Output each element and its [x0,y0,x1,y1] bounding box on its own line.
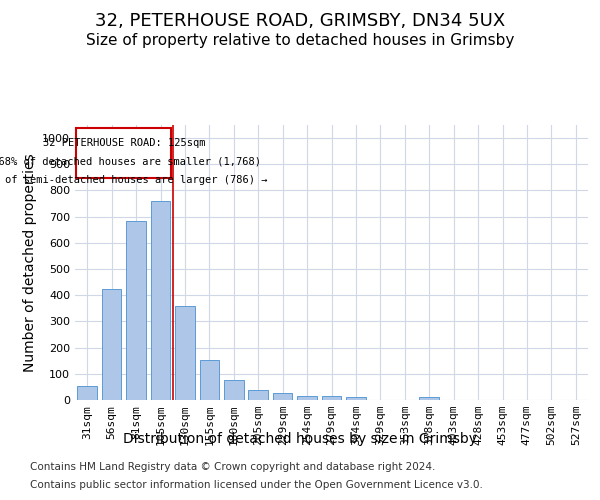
Bar [322,396,341,400]
Bar [175,306,194,400]
Text: 32 PETERHOUSE ROAD: 125sqm: 32 PETERHOUSE ROAD: 125sqm [43,138,205,148]
Text: 30% of semi-detached houses are larger (786) →: 30% of semi-detached houses are larger (… [0,175,268,185]
Text: Contains public sector information licensed under the Open Government Licence v3: Contains public sector information licen… [30,480,483,490]
Bar [76,128,172,178]
Bar [248,390,268,400]
Bar [346,398,366,400]
Bar [419,398,439,400]
Bar [127,220,146,400]
Bar [200,360,219,400]
Bar [224,380,244,400]
Bar [151,201,170,400]
Bar [77,386,97,400]
Text: Size of property relative to detached houses in Grimsby: Size of property relative to detached ho… [86,32,514,48]
Bar [102,289,121,400]
Bar [297,396,317,400]
Bar [273,392,292,400]
Text: ← 68% of detached houses are smaller (1,768): ← 68% of detached houses are smaller (1,… [0,156,262,166]
Y-axis label: Number of detached properties: Number of detached properties [23,153,37,372]
Text: Distribution of detached houses by size in Grimsby: Distribution of detached houses by size … [123,432,477,446]
Text: Contains HM Land Registry data © Crown copyright and database right 2024.: Contains HM Land Registry data © Crown c… [30,462,436,472]
Text: 32, PETERHOUSE ROAD, GRIMSBY, DN34 5UX: 32, PETERHOUSE ROAD, GRIMSBY, DN34 5UX [95,12,505,30]
